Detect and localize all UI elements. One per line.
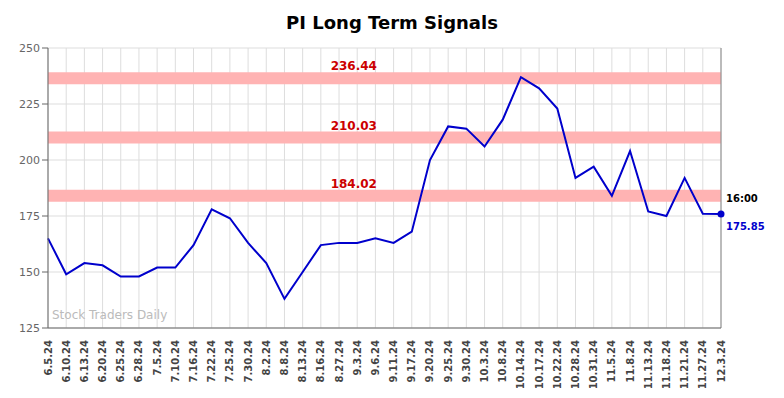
html-text:PI Long Term Signals: PI Long Term Signals: [286, 12, 498, 33]
svg-text:184.02: 184.02: [331, 177, 377, 191]
svg-text:175.85: 175.85: [726, 221, 765, 232]
svg-text:10.28.24: 10.28.24: [570, 340, 581, 388]
svg-text:9.30.24: 9.30.24: [461, 340, 472, 382]
svg-text:7.5.24: 7.5.24: [152, 340, 163, 375]
svg-text:7.25.24: 7.25.24: [224, 340, 235, 382]
svg-text:16:00: 16:00: [726, 193, 758, 204]
svg-text:10.8.24: 10.8.24: [497, 340, 508, 382]
svg-text:9.20.24: 9.20.24: [424, 340, 435, 382]
svg-text:250: 250: [19, 42, 40, 55]
svg-text:125: 125: [19, 322, 40, 335]
svg-text:6.28.24: 6.28.24: [133, 340, 144, 382]
svg-text:10.17.24: 10.17.24: [534, 340, 545, 388]
svg-text:6.10.24: 6.10.24: [61, 340, 72, 382]
svg-text:8.16.24: 8.16.24: [315, 340, 326, 382]
svg-text:10.22.24: 10.22.24: [552, 340, 563, 388]
svg-text:8.2.24: 8.2.24: [261, 340, 272, 375]
svg-text:12.3.24: 12.3.24: [716, 340, 727, 382]
svg-text:11.27.24: 11.27.24: [697, 340, 708, 388]
svg-text:7.30.24: 7.30.24: [243, 340, 254, 382]
svg-text:8.13.24: 8.13.24: [297, 340, 308, 382]
svg-text:6.20.24: 6.20.24: [97, 340, 108, 382]
svg-text:7.16.24: 7.16.24: [188, 340, 199, 382]
svg-text:200: 200: [19, 154, 40, 167]
svg-text:10.31.24: 10.31.24: [588, 340, 599, 388]
svg-text:236.44: 236.44: [331, 59, 377, 73]
svg-text:11.5.24: 11.5.24: [606, 340, 617, 382]
svg-text:175: 175: [19, 210, 40, 223]
svg-text:11.8.24: 11.8.24: [625, 340, 636, 382]
svg-text:11.18.24: 11.18.24: [661, 340, 672, 388]
svg-text:10.3.24: 10.3.24: [479, 340, 490, 382]
svg-text:9.3.24: 9.3.24: [352, 340, 363, 375]
svg-text:6.13.24: 6.13.24: [79, 340, 90, 382]
svg-text:11.13.24: 11.13.24: [643, 340, 654, 388]
svg-text:9.6.24: 9.6.24: [370, 340, 381, 375]
svg-text:8.8.24: 8.8.24: [279, 340, 290, 375]
svg-text:11.21.24: 11.21.24: [679, 340, 690, 388]
svg-text:6.25.24: 6.25.24: [115, 340, 126, 382]
svg-text:9.25.24: 9.25.24: [443, 340, 454, 382]
svg-text:9.17.24: 9.17.24: [406, 340, 417, 382]
svg-text:225: 225: [19, 98, 40, 111]
svg-text:9.11.24: 9.11.24: [388, 340, 399, 382]
svg-text:150: 150: [19, 266, 40, 279]
html-text:Stock Traders Daily: Stock Traders Daily: [52, 308, 168, 322]
svg-text:8.27.24: 8.27.24: [334, 340, 345, 382]
svg-text:7.10.24: 7.10.24: [170, 340, 181, 382]
svg-text:7.22.24: 7.22.24: [206, 340, 217, 382]
svg-text:10.14.24: 10.14.24: [515, 340, 526, 388]
svg-text:210.03: 210.03: [331, 119, 377, 133]
svg-text:6.5.24: 6.5.24: [43, 340, 54, 375]
